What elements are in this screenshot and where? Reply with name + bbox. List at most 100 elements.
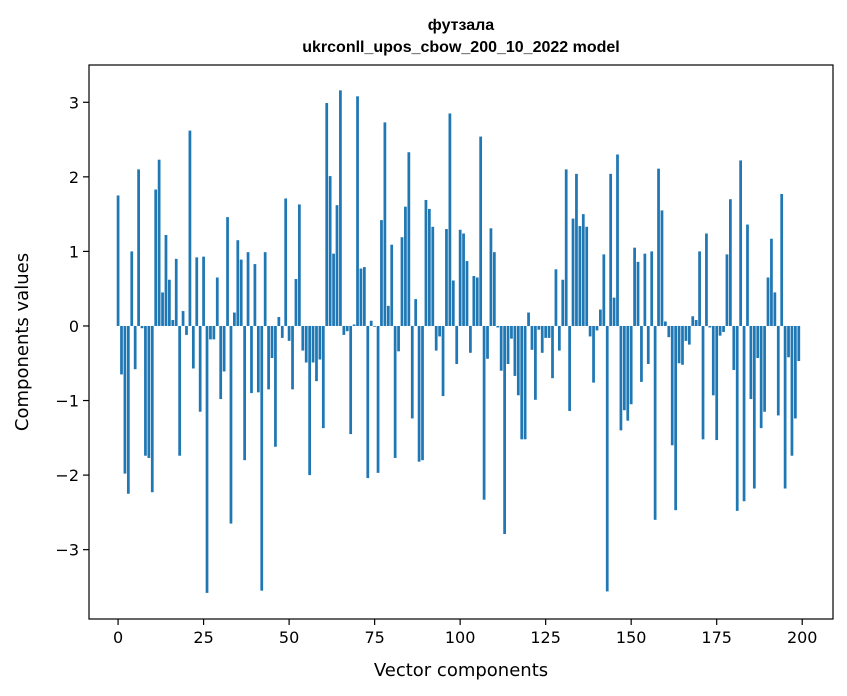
bar — [496, 325, 500, 328]
x-tick-label: 200 — [787, 628, 818, 647]
bar — [701, 325, 705, 440]
bar — [520, 325, 524, 440]
bar — [185, 325, 188, 335]
bar — [612, 297, 616, 326]
bar — [171, 320, 175, 326]
bar — [318, 325, 322, 360]
bar — [794, 325, 797, 419]
bar — [376, 325, 380, 473]
bar — [130, 251, 134, 326]
bar — [616, 154, 619, 326]
bar — [516, 325, 520, 396]
bar — [236, 240, 240, 326]
bar — [181, 311, 185, 326]
bar — [636, 261, 640, 326]
bar — [349, 325, 353, 435]
bar — [749, 325, 753, 400]
bar — [766, 277, 770, 326]
bar — [304, 325, 308, 363]
bar — [209, 325, 212, 340]
plot-area-frame — [88, 64, 834, 620]
bar — [386, 305, 390, 326]
bar — [547, 325, 551, 338]
bar — [445, 229, 448, 326]
chart-title-line2: ukrconll_upos_cbow_200_10_2022 model — [302, 39, 619, 56]
bar — [421, 325, 424, 461]
bar — [698, 251, 701, 326]
bar — [195, 257, 199, 326]
bar — [239, 259, 243, 326]
bar — [561, 279, 565, 326]
bar — [462, 233, 465, 326]
bar — [397, 325, 400, 352]
bar — [150, 325, 154, 493]
bar — [359, 268, 363, 326]
bar — [448, 113, 452, 326]
bar — [161, 292, 164, 326]
bar — [739, 160, 743, 326]
bar — [489, 228, 493, 326]
bar — [335, 205, 339, 326]
bar — [735, 325, 739, 511]
bar — [294, 278, 298, 326]
bar — [650, 251, 654, 326]
bar — [746, 224, 749, 326]
bar — [363, 267, 366, 326]
bar — [667, 325, 671, 338]
bar — [438, 325, 441, 337]
bar — [339, 90, 342, 326]
bar — [434, 325, 438, 351]
y-axis-title: Components values — [12, 253, 33, 431]
bar — [588, 325, 592, 337]
bar — [551, 325, 554, 379]
bar — [455, 325, 459, 364]
bar — [599, 309, 602, 326]
bar — [506, 325, 510, 364]
y-tick-label: −3 — [55, 541, 79, 560]
bar — [410, 325, 414, 419]
bar — [653, 325, 657, 520]
bar — [602, 254, 606, 326]
x-tick-label: 75 — [364, 628, 384, 647]
bar — [164, 235, 168, 326]
bar — [280, 325, 284, 338]
bar — [646, 325, 650, 364]
bar — [752, 325, 756, 489]
bar — [472, 276, 476, 326]
bar — [188, 130, 192, 326]
bar — [400, 237, 404, 326]
bar — [356, 96, 359, 326]
bar — [595, 325, 599, 331]
bar — [776, 325, 780, 416]
bar — [540, 325, 544, 353]
y-tick-label: −1 — [55, 392, 79, 411]
bar — [373, 325, 376, 327]
bar — [198, 325, 202, 412]
bar — [212, 325, 216, 340]
bar — [664, 321, 667, 326]
bar — [694, 320, 698, 326]
bar — [568, 325, 571, 411]
bar — [380, 220, 383, 326]
x-tick-label: 100 — [445, 628, 476, 647]
bar — [215, 277, 219, 326]
bar — [116, 195, 120, 326]
bar — [575, 173, 578, 326]
bar — [705, 233, 708, 326]
bar — [756, 325, 760, 359]
bar — [369, 320, 373, 326]
bar — [660, 210, 664, 326]
y-tick-label: 2 — [69, 168, 79, 187]
bar — [154, 189, 158, 326]
bar — [263, 252, 267, 326]
bar — [681, 325, 684, 365]
bar — [670, 325, 674, 446]
x-tick-label: 25 — [193, 628, 213, 647]
bar — [274, 325, 277, 447]
bar — [390, 244, 394, 326]
bar — [147, 325, 151, 458]
bar — [585, 226, 589, 326]
bar — [431, 226, 435, 326]
bar — [441, 325, 445, 397]
